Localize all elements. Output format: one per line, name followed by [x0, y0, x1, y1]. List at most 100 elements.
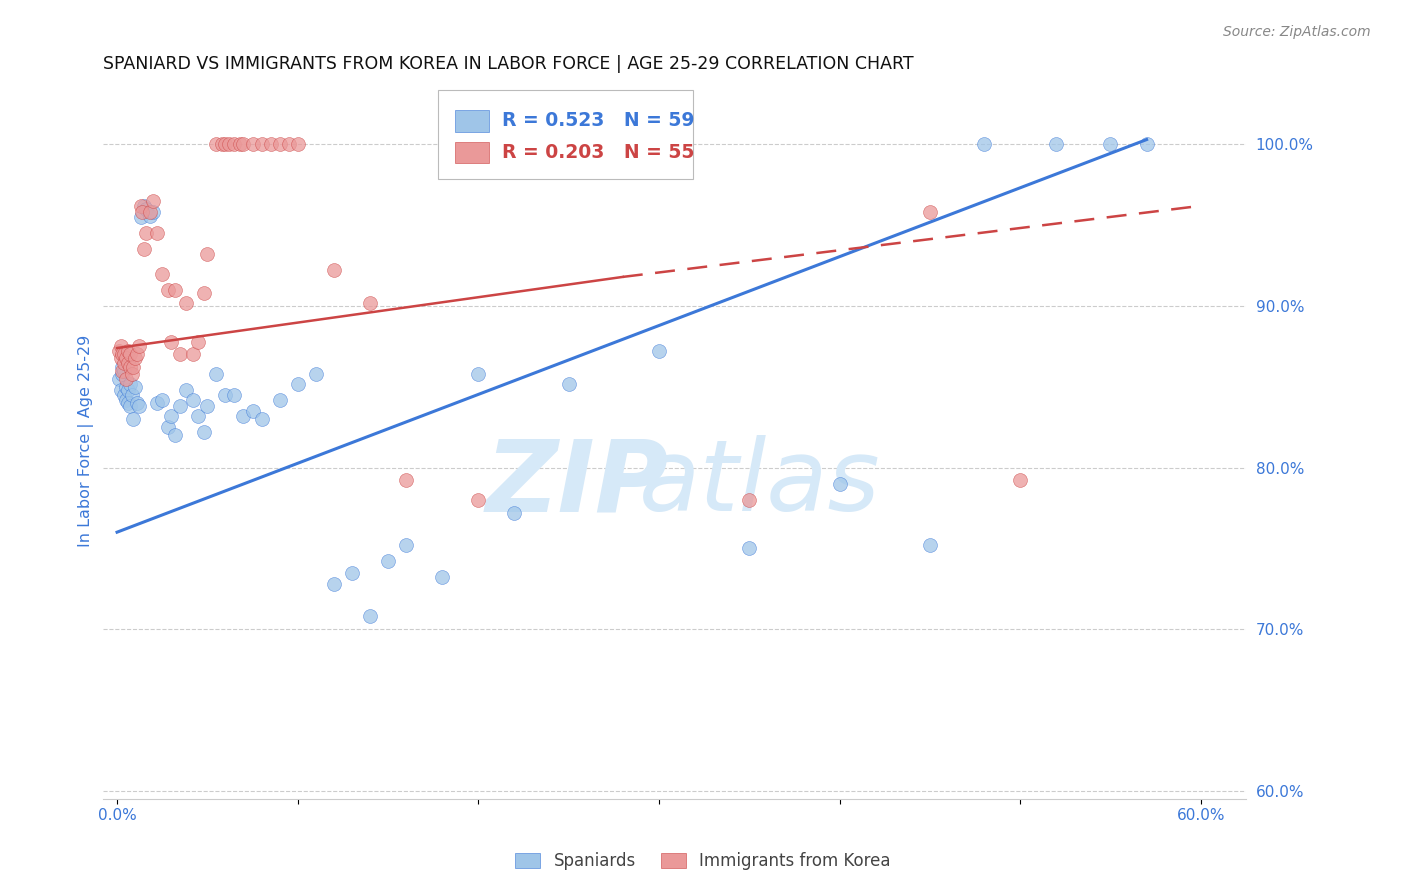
Point	[110, 383, 132, 397]
Point	[193, 425, 215, 439]
Point	[224, 137, 246, 152]
Point	[1136, 137, 1159, 152]
Point	[738, 541, 761, 556]
Point	[377, 554, 399, 568]
Text: R = 0.203   N = 55: R = 0.203 N = 55	[502, 143, 695, 162]
Point	[138, 205, 160, 219]
Point	[163, 283, 186, 297]
Point	[117, 396, 139, 410]
Point	[111, 363, 134, 377]
Point	[169, 399, 191, 413]
Point	[187, 334, 209, 349]
FancyBboxPatch shape	[437, 90, 693, 179]
Point	[128, 399, 150, 413]
Point	[108, 372, 131, 386]
Point	[160, 334, 183, 349]
Y-axis label: In Labor Force | Age 25-29: In Labor Force | Age 25-29	[79, 334, 94, 547]
Point	[115, 392, 138, 407]
Point	[117, 355, 139, 369]
Point	[163, 428, 186, 442]
Point	[305, 367, 328, 381]
Point	[918, 205, 941, 219]
Point	[124, 351, 146, 365]
Point	[918, 538, 941, 552]
Point	[467, 492, 489, 507]
Point	[110, 339, 132, 353]
Point	[229, 137, 252, 152]
Point	[118, 360, 141, 375]
Point	[142, 194, 165, 208]
Legend: Spaniards, Immigrants from Korea: Spaniards, Immigrants from Korea	[509, 846, 897, 877]
Point	[169, 347, 191, 361]
Point	[648, 344, 671, 359]
Point	[124, 380, 146, 394]
Point	[111, 360, 134, 375]
Point	[115, 380, 138, 394]
Point	[146, 227, 169, 241]
Point	[135, 227, 157, 241]
Point	[287, 137, 309, 152]
Point	[211, 137, 233, 152]
Point	[122, 412, 145, 426]
Point	[259, 137, 281, 152]
Point	[121, 388, 143, 402]
Point	[322, 577, 344, 591]
Point	[218, 137, 240, 152]
Point	[395, 538, 418, 552]
Point	[125, 396, 148, 410]
Point	[195, 399, 218, 413]
Point	[322, 263, 344, 277]
Point	[242, 404, 264, 418]
Point	[269, 392, 291, 407]
Point	[112, 388, 135, 402]
Point	[195, 247, 218, 261]
Point	[287, 376, 309, 391]
Point	[359, 295, 381, 310]
Point	[467, 367, 489, 381]
Point	[138, 209, 160, 223]
Point	[112, 347, 135, 361]
Point	[131, 205, 153, 219]
Point	[146, 396, 169, 410]
Point	[738, 492, 761, 507]
Text: ZIP: ZIP	[485, 435, 669, 533]
Point	[205, 137, 228, 152]
Point	[503, 506, 526, 520]
Point	[214, 137, 236, 152]
Point	[117, 344, 139, 359]
Point	[340, 566, 363, 580]
Point	[828, 476, 851, 491]
Point	[1010, 474, 1032, 488]
Point	[181, 392, 204, 407]
Point	[557, 376, 579, 391]
Point	[118, 399, 141, 413]
Point	[121, 367, 143, 381]
Point	[193, 286, 215, 301]
Point	[430, 570, 453, 584]
Point	[1099, 137, 1122, 152]
Point	[118, 376, 141, 391]
Point	[359, 609, 381, 624]
Point	[395, 474, 418, 488]
FancyBboxPatch shape	[454, 142, 489, 163]
Point	[277, 137, 299, 152]
Point	[117, 383, 139, 397]
Point	[150, 392, 173, 407]
Point	[111, 347, 134, 361]
Point	[187, 409, 209, 423]
Point	[242, 137, 264, 152]
Point	[108, 344, 131, 359]
Point	[111, 367, 134, 381]
FancyBboxPatch shape	[454, 111, 489, 132]
Point	[214, 388, 236, 402]
Point	[122, 360, 145, 375]
Point	[1045, 137, 1067, 152]
Point	[112, 355, 135, 369]
Point	[129, 210, 152, 224]
Point	[250, 412, 273, 426]
Point	[160, 409, 183, 423]
Point	[135, 202, 157, 216]
Point	[174, 383, 197, 397]
Point	[134, 199, 156, 213]
Point	[232, 409, 254, 423]
